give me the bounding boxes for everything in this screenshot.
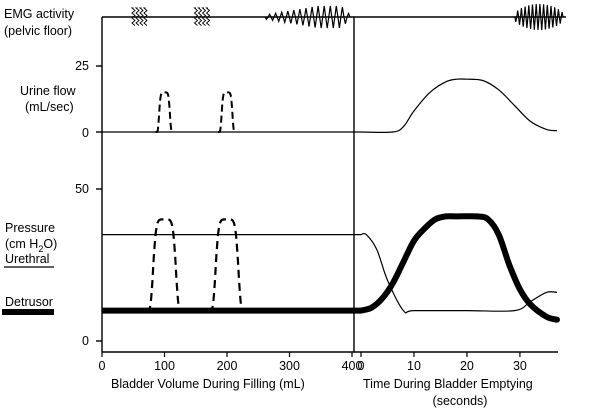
urethral-pressure-emptying: [354, 232, 558, 314]
emg-spike-burst: [142, 7, 148, 26]
emg-spike-burst: [193, 7, 199, 26]
flow-tick-top: 25: [75, 59, 89, 73]
emg-spike-burst: [205, 7, 211, 26]
detrusor-dashed-peak-1: [145, 218, 184, 312]
emg-spike-burst: [130, 7, 136, 26]
emg-oscillation-burst: [264, 5, 351, 29]
detrusor-dashed-peak-2: [207, 218, 246, 312]
emptying-x-tick-label: 10: [407, 359, 421, 373]
emg-spike-burst: [134, 7, 140, 26]
flow-dashed-peak-2: [218, 91, 236, 134]
emptying-xlabel-1: Time During Bladder Emptying: [363, 377, 533, 391]
emg-label: EMG activity: [4, 7, 75, 21]
detrusor-label: Detrusor: [5, 295, 53, 309]
emptying-xlabel-2: (seconds): [433, 394, 488, 408]
filling-x-tick-label: 400: [342, 359, 363, 373]
pressure-tick-top: 50: [75, 182, 89, 196]
emptying-x-tick-label: 0: [358, 359, 365, 373]
flow-curve-emptying: [354, 78, 558, 133]
emptying-x-tick-label: 30: [513, 359, 527, 373]
filling-x-tick-label: 100: [154, 359, 175, 373]
flow-dashed-peak-1: [155, 91, 174, 134]
detrusor-legend-bar: [2, 309, 54, 315]
emptying-x-tick-label: 20: [460, 359, 474, 373]
filling-x-tick-label: 200: [217, 359, 238, 373]
pressure-tick-bottom: 0: [82, 334, 89, 348]
emg-emptying-burst: [514, 3, 564, 31]
flow-units: (mL/sec): [25, 100, 74, 114]
pressure-label: Pressure: [5, 221, 55, 235]
urethral-label: Urethral: [5, 252, 49, 266]
flow-label: Urine flow: [20, 84, 77, 98]
emg-spike-burst: [197, 7, 203, 26]
filling-xlabel: Bladder Volume During Filling (mL): [111, 377, 305, 391]
filling-x-tick-label: 300: [279, 359, 300, 373]
filling-x-tick-label: 0: [99, 359, 106, 373]
emg-spike-burst: [201, 7, 207, 26]
flow-tick-bottom: 0: [82, 126, 89, 140]
emg-spike-burst: [138, 7, 144, 26]
detrusor-pressure-emptying: [351, 213, 560, 323]
pressure-units: (cm H2O): [5, 237, 57, 254]
emg-sublabel: (pelvic floor): [4, 24, 72, 38]
